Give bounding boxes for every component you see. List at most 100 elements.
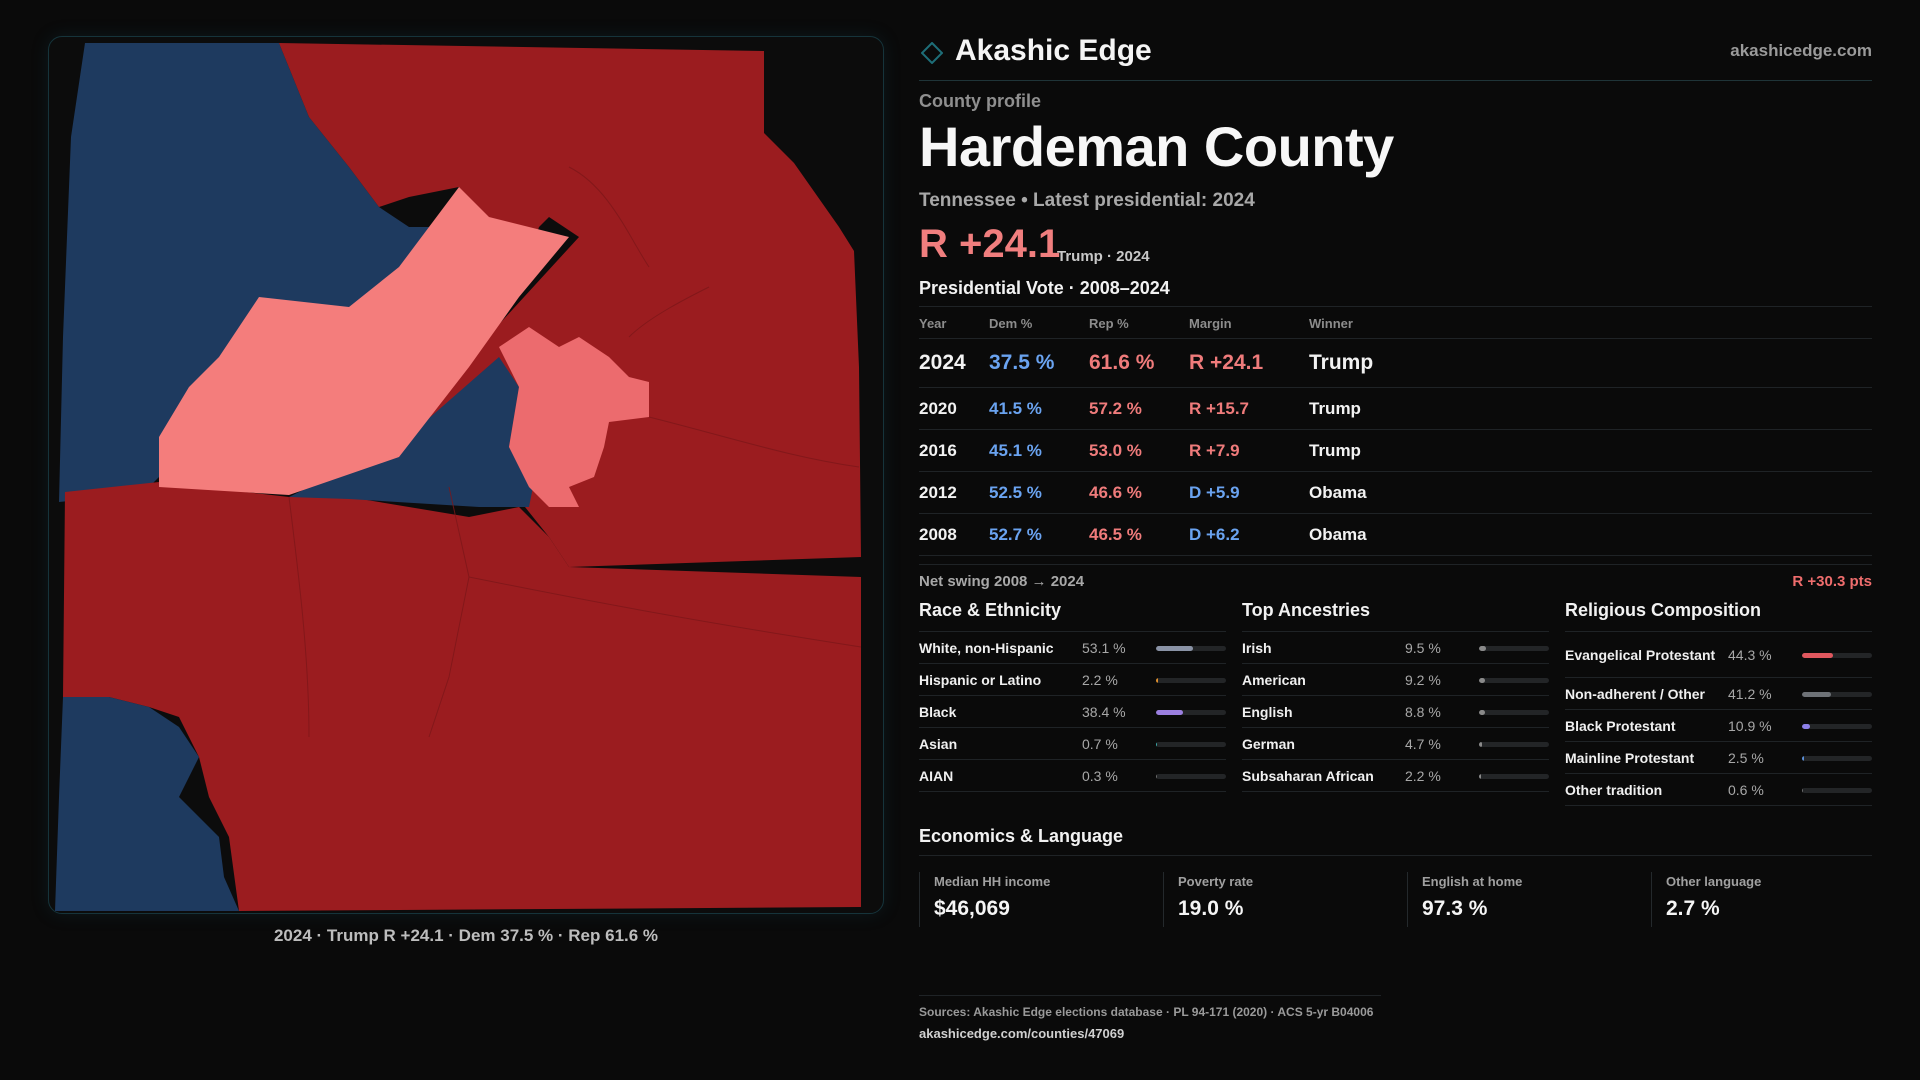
ancestry-value: 9.2 % (1405, 671, 1441, 688)
race-row: White, non-Hispanic 53.1 % (919, 632, 1226, 664)
precinct-dem-west[interactable] (59, 43, 439, 502)
race-bar (1156, 741, 1226, 747)
county-map[interactable] (48, 36, 884, 914)
economics-title: Economics & Language (919, 826, 1872, 856)
economics-stat: English at home 97.3 % (1407, 872, 1647, 927)
ancestry-row: Subsaharan African 2.2 % (1242, 760, 1549, 792)
eyebrow-label: County profile (919, 91, 1041, 111)
religion-value: 2.5 % (1728, 749, 1764, 766)
header: Akashic Edge akashicedge.com (919, 30, 1872, 81)
economics-stat: Poverty rate 19.0 % (1163, 872, 1403, 927)
precinct-rep-south[interactable] (63, 482, 861, 911)
vote-table-row[interactable]: 2024 37.5 % 61.6 % R +24.1 Trump (919, 339, 1872, 388)
ancestry-value: 8.8 % (1405, 703, 1441, 720)
religion-row: Mainline Protestant 2.5 % (1565, 742, 1872, 774)
race-ethnicity-panel: Race & Ethnicity White, non-Hispanic 53.1… (919, 600, 1226, 792)
brand-name: Akashic Edge (955, 34, 1152, 67)
economics-stat-label: Median HH income (934, 874, 1051, 889)
economics-stat-value: 97.3 % (1422, 897, 1488, 920)
rep-pct-cell: 53.0 % (1089, 440, 1142, 460)
vote-table-row[interactable]: 2020 41.5 % 57.2 % R +15.7 Trump (919, 388, 1872, 430)
race-label: Hispanic or Latino (919, 671, 1042, 688)
rep-pct-cell: 61.6 % (1089, 351, 1155, 374)
religion-bar-fill (1802, 755, 1804, 761)
race-bar-fill (1156, 709, 1183, 715)
race-bar-fill (1156, 741, 1158, 747)
economics-stat-value: 19.0 % (1178, 897, 1244, 920)
ancestry-value: 9.5 % (1405, 639, 1441, 656)
religion-value: 0.6 % (1728, 781, 1764, 798)
rep-pct-cell: 57.2 % (1089, 398, 1142, 418)
diamond-logo-icon (921, 42, 943, 64)
margin-cell: R +24.1 (1189, 351, 1264, 374)
vote-table-row[interactable]: 2012 52.5 % 46.6 % D +5.9 Obama (919, 472, 1872, 514)
religion-bar (1802, 787, 1872, 793)
religion-bar-fill (1802, 652, 1833, 658)
vote-table-row[interactable]: 2008 52.7 % 46.5 % D +6.2 Obama (919, 514, 1872, 556)
ancestry-row: English 8.8 % (1242, 696, 1549, 728)
dem-pct-cell: 41.5 % (989, 398, 1042, 418)
brand-url-link[interactable]: akashicedge.com (1730, 41, 1872, 60)
religion-label: Mainline Protestant (1565, 749, 1695, 766)
religion-label: Evangelical Protestant (1565, 646, 1716, 663)
race-label: Asian (919, 735, 958, 752)
net-swing-value: R +30.3 pts (1792, 573, 1872, 590)
economics-stat: Median HH income $46,069 (919, 872, 1159, 927)
dem-pct-cell: 37.5 % (989, 351, 1055, 374)
economics-stat-label: Poverty rate (1178, 874, 1254, 889)
ancestry-label: Subsaharan African (1242, 767, 1374, 784)
map-caption: 2024 · Trump R +24.1 · Dem 37.5 % · Rep … (273, 926, 659, 945)
ancestry-bar (1479, 709, 1549, 715)
vote-table-row[interactable]: 2016 45.1 % 53.0 % R +7.9 Trump (919, 430, 1872, 472)
winner-cell: Trump (1309, 398, 1361, 418)
race-bar (1156, 677, 1226, 683)
ancestry-label: American (1242, 671, 1306, 688)
dem-pct-cell: 52.5 % (989, 482, 1042, 502)
rep-pct-cell: 46.5 % (1089, 524, 1142, 544)
rep-pct-cell: 46.6 % (1089, 482, 1142, 502)
race-bar (1156, 773, 1226, 779)
religion-label: Other tradition (1565, 781, 1663, 798)
religion-value: 44.3 % (1728, 646, 1772, 663)
county-url-link[interactable]: akashicedge.com/counties/47069 (919, 1026, 1125, 1041)
race-bar (1156, 645, 1226, 651)
precinct-rep-light-small[interactable] (499, 327, 649, 507)
religion-bar (1802, 652, 1872, 658)
religion-bar (1802, 691, 1872, 697)
margin-cell: D +5.9 (1189, 482, 1240, 502)
race-title: Race & Ethnicity (919, 600, 1226, 632)
ancestry-bar (1479, 741, 1549, 747)
precinct-map-svg[interactable] (49, 37, 884, 914)
ancestry-bar-fill (1479, 741, 1483, 747)
col-margin-header: Margin (1189, 316, 1232, 331)
ancestry-label: English (1242, 703, 1293, 720)
vote-table-header: Year Dem % Rep % Margin Winner (919, 307, 1872, 339)
economics-stat-label: English at home (1422, 874, 1523, 889)
religion-value: 10.9 % (1728, 717, 1772, 734)
ancestry-row: Irish 9.5 % (1242, 632, 1549, 664)
race-row: Hispanic or Latino 2.2 % (919, 664, 1226, 696)
ancestry-bar-fill (1479, 677, 1486, 683)
sources-note: Sources: Akashic Edge elections database… (919, 1005, 1374, 1019)
precinct-dem-southwest[interactable] (55, 697, 239, 911)
race-value: 2.2 % (1082, 671, 1118, 688)
economics-stat-label: Other language (1666, 874, 1762, 889)
winner-cell: Obama (1309, 482, 1367, 502)
precinct-rep-light-large[interactable] (159, 187, 569, 495)
headline-margin: R +24.1 (919, 222, 1061, 266)
ancestry-bar (1479, 677, 1549, 683)
race-label: Black (919, 703, 957, 720)
ancestry-bar-fill (1479, 773, 1481, 779)
col-year-header: Year (919, 316, 947, 331)
religion-panel: Religious Composition Evangelical Protes… (1565, 600, 1872, 806)
ancestry-label: German (1242, 735, 1295, 752)
race-bar-fill (1156, 677, 1158, 683)
ancestry-bar-fill (1479, 645, 1486, 651)
ancestry-value: 2.2 % (1405, 767, 1441, 784)
winner-cell: Trump (1309, 351, 1374, 374)
margin-cell: R +15.7 (1189, 398, 1250, 418)
religion-row: Non-adherent / Other 41.2 % (1565, 678, 1872, 710)
race-bar-fill (1156, 773, 1158, 779)
vote-section-title: Presidential Vote · 2008–2024 (919, 278, 1170, 298)
year-cell: 2016 (919, 440, 957, 460)
